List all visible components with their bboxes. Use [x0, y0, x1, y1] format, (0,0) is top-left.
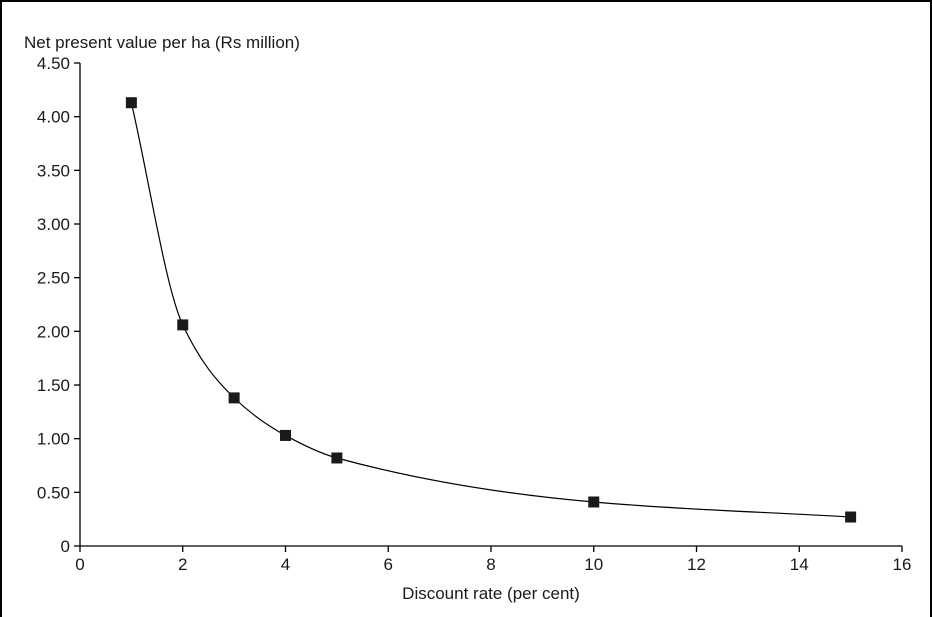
y-tick-label: 0	[61, 537, 70, 556]
x-tick-label: 14	[790, 555, 809, 574]
series-markers	[125, 97, 857, 523]
x-tick-label: 16	[893, 555, 912, 574]
data-point-marker	[125, 97, 137, 109]
data-point-marker	[588, 496, 600, 508]
y-tick-label: 3.00	[37, 215, 70, 234]
x-ticks: 0 2 4 6 8 10 12 14 16	[75, 546, 911, 574]
x-tick-label: 10	[584, 555, 603, 574]
x-tick-label: 2	[178, 555, 187, 574]
x-tick-label: 12	[687, 555, 706, 574]
y-tick-label: 3.50	[37, 161, 70, 180]
y-axis-label: Net present value per ha (Rs million)	[24, 33, 300, 52]
x-tick-label: 0	[75, 555, 84, 574]
data-point-marker	[228, 392, 240, 404]
y-tick-label: 0.50	[37, 483, 70, 502]
y-tick-label: 4.50	[37, 54, 70, 73]
data-point-marker	[280, 429, 291, 441]
x-tick-label: 6	[384, 555, 393, 574]
y-tick-label: 1.50	[37, 376, 70, 395]
x-tick-label: 8	[486, 555, 495, 574]
y-tick-label: 2.00	[37, 322, 70, 341]
series-line	[130, 102, 851, 518]
x-axis-label: Discount rate (per cent)	[402, 584, 580, 603]
y-tick-label: 2.50	[37, 269, 70, 288]
x-tick-label: 4	[281, 555, 290, 574]
y-tick-label: 1.00	[37, 430, 70, 449]
data-point-marker	[845, 511, 857, 523]
y-tick-label: 4.00	[37, 108, 70, 127]
data-point-marker	[177, 319, 189, 331]
y-ticks: 0 0.50 1.00 1.50 2.00 2.50 3.00 3.50 4.00 4.50	[37, 54, 80, 556]
data-point-marker	[331, 452, 343, 464]
